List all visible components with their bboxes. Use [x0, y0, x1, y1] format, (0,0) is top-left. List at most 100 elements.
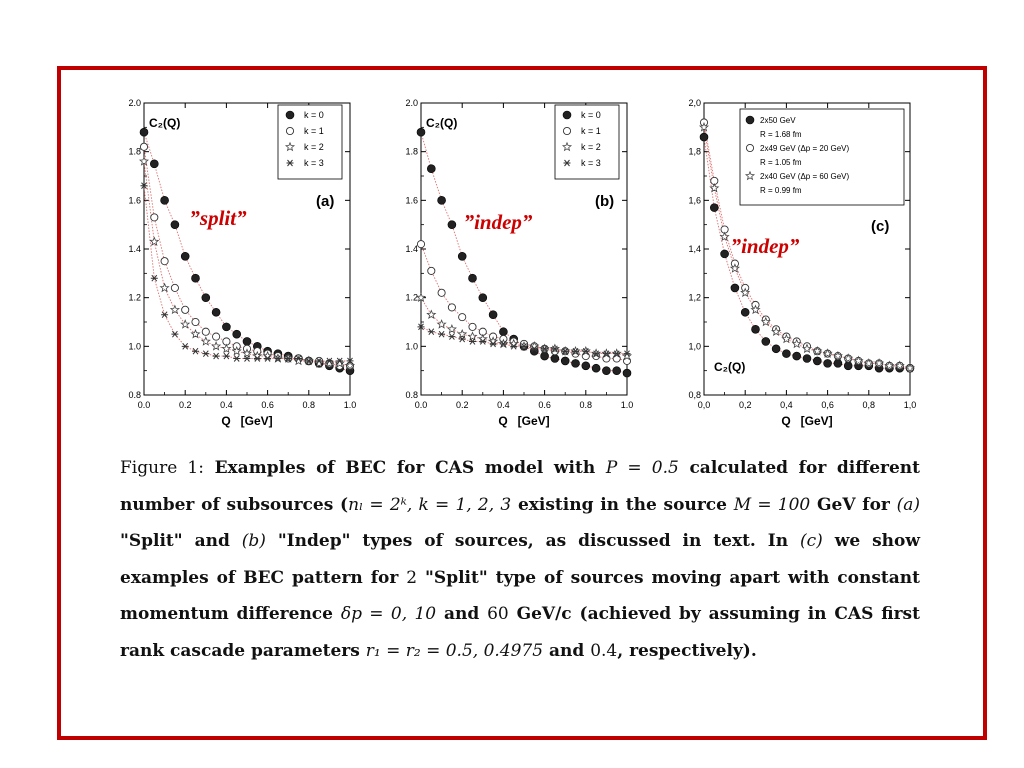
data-point: [489, 340, 497, 348]
data-point: [222, 322, 231, 332]
data-point: [150, 213, 159, 222]
data-point: [458, 313, 467, 322]
data-point: [740, 287, 751, 298]
x-tick-label: 0,4: [780, 400, 793, 410]
data-point: [520, 343, 528, 350]
y-tick-label: 1.6: [128, 195, 141, 205]
x-tick-label: 0.8: [303, 400, 316, 410]
data-point: [823, 359, 832, 368]
data-point: [592, 350, 600, 357]
series-0: [699, 132, 915, 373]
data-point: [457, 252, 467, 261]
data-point: [843, 361, 853, 371]
data-point: [709, 203, 719, 212]
data-point: [782, 349, 791, 358]
data-point: [510, 343, 518, 350]
data-point: [200, 336, 211, 346]
panel-label: (b): [595, 193, 614, 210]
x-tick-label: 0.4: [220, 400, 233, 410]
data-point: [274, 355, 282, 362]
y-tick-label: 1.8: [405, 147, 418, 157]
data-point: [305, 357, 313, 365]
data-point: [468, 322, 477, 331]
data-point: [284, 355, 292, 362]
y-tick-label: 1,0: [688, 341, 701, 351]
y-tick-label: 1,2: [688, 293, 701, 303]
data-point: [231, 345, 242, 356]
data-point: [180, 319, 191, 329]
data-point: [771, 344, 781, 354]
data-point: [822, 348, 833, 358]
data-point: [160, 257, 169, 266]
data-point: [211, 341, 222, 351]
data-point: [191, 273, 200, 283]
x-tick-label: 0.2: [456, 400, 469, 410]
x-tick-label: 0.6: [261, 400, 274, 410]
y-tick-label: 0,8: [688, 390, 701, 400]
data-point: [699, 132, 709, 142]
data-point: [416, 240, 426, 249]
legend-entry: k = 2: [581, 142, 601, 152]
data-point: [426, 164, 436, 173]
data-point: [447, 303, 456, 312]
data-point: [160, 196, 169, 205]
data-point: [315, 357, 323, 365]
data-point: [488, 310, 498, 319]
data-point: [853, 355, 864, 366]
legend-entry: k = 0: [581, 110, 601, 120]
legend-entry: 2x50 GeV: [760, 116, 796, 125]
legend-entry: k = 2: [304, 142, 324, 152]
data-point: [438, 330, 446, 338]
data-point: [720, 249, 729, 259]
data-point: [561, 347, 569, 355]
data-point: [427, 266, 436, 275]
data-point: [241, 348, 253, 358]
data-point: [750, 304, 761, 315]
data-point: [551, 345, 559, 353]
data-point: [469, 338, 476, 345]
x-tick-label: 0.0: [138, 400, 151, 410]
legend: [739, 108, 905, 206]
series-2: [698, 122, 916, 373]
data-point: [346, 357, 354, 365]
data-point: [201, 293, 211, 302]
data-point: [212, 332, 221, 341]
data-point: [192, 347, 199, 355]
data-point: [232, 329, 241, 339]
data-point: [159, 282, 170, 293]
y-tick-label: 1.6: [405, 195, 418, 205]
legend-marker: [744, 170, 756, 181]
data-point: [792, 351, 801, 361]
x-tick-label: 1.0: [621, 400, 634, 410]
data-point: [622, 368, 632, 378]
data-point: [139, 142, 149, 151]
y-tick-label: 1.2: [405, 293, 418, 303]
data-point: [253, 355, 261, 362]
data-point: [709, 182, 720, 193]
data-point: [334, 358, 345, 368]
x-tick-label: 0.8: [580, 400, 593, 410]
data-point: [149, 159, 159, 169]
data-point: [499, 340, 507, 348]
figure-caption: Figure 1: Examples of BEC for CAS model …: [120, 458, 921, 661]
legend-marker: [745, 115, 755, 125]
legend-marker: [286, 159, 294, 167]
data-point: [560, 356, 570, 366]
data-point: [139, 127, 149, 137]
legend-entry: 2x40 GeV (Δp = 60 GeV): [760, 172, 850, 181]
data-point: [468, 273, 477, 283]
data-point: [336, 357, 344, 365]
model-annotation: ”indep”: [731, 234, 800, 258]
data-point: [730, 283, 740, 293]
data-point: [437, 288, 446, 297]
y-tick-label: 1,6: [688, 195, 701, 205]
y-tick-label: 0.8: [128, 390, 141, 400]
data-point: [541, 345, 549, 353]
legend-entry: k = 3: [581, 158, 601, 168]
y-axis-label: C₂(Q): [149, 116, 180, 130]
data-point: [591, 363, 601, 373]
data-point: [812, 345, 823, 356]
data-point: [760, 316, 771, 327]
legend-marker: [563, 159, 571, 167]
data-point: [202, 350, 210, 357]
